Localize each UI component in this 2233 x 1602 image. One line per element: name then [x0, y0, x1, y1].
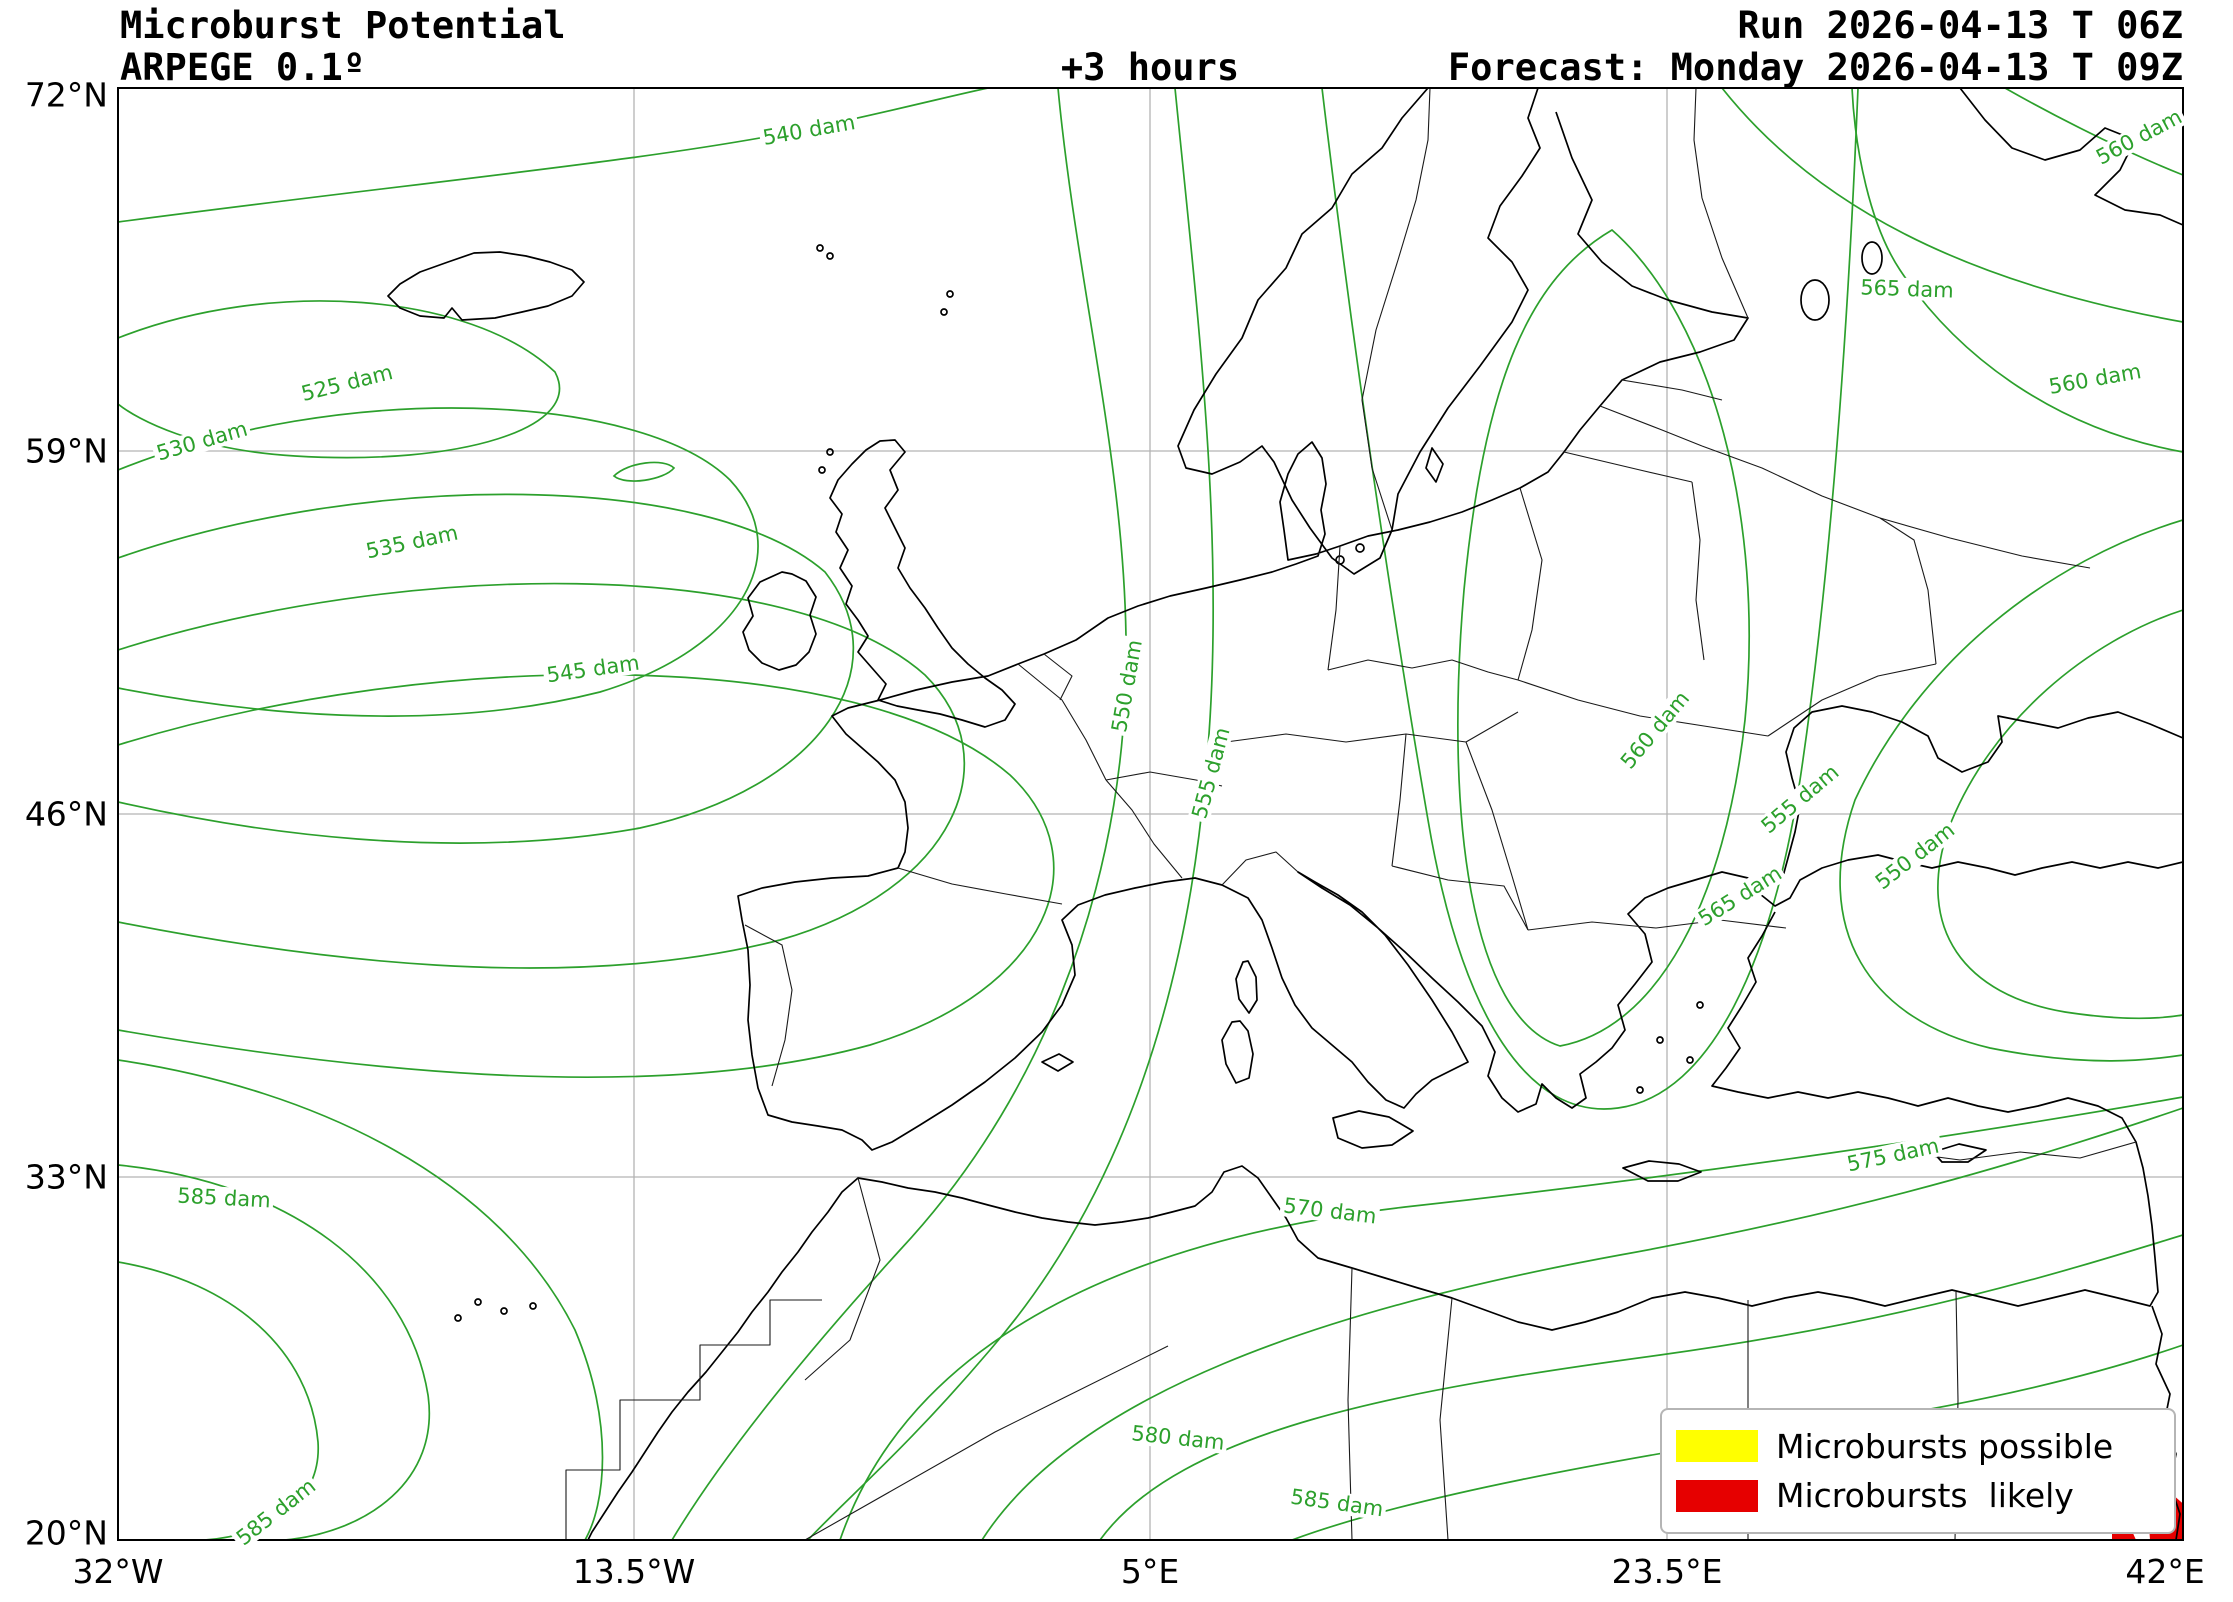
- contour-lines: [118, 88, 2183, 1540]
- forecast-time-label: Forecast: Monday 2026-04-13 T 09Z: [1447, 46, 2183, 89]
- contour-label: 565 dam: [1856, 275, 1958, 303]
- model-label: ARPEGE 0.1º: [120, 46, 366, 89]
- lon-tick-23-5e: 23.5°E: [1611, 1552, 1723, 1591]
- lon-tick-32w: 32°W: [72, 1552, 164, 1591]
- legend: Microbursts possible Microbursts likely: [1660, 1408, 2176, 1534]
- legend-row-likely: Microbursts likely: [1676, 1476, 2160, 1515]
- legend-row-possible: Microbursts possible: [1676, 1427, 2160, 1466]
- lon-tick-5e: 5°E: [1120, 1552, 1180, 1591]
- contour-label: 585 dam: [173, 1184, 275, 1212]
- lead-time-label: +3 hours: [1060, 46, 1240, 89]
- legend-label-likely: Microbursts likely: [1776, 1476, 2074, 1516]
- grid-lines: [118, 88, 2183, 1540]
- legend-label-possible: Microbursts possible: [1776, 1426, 2114, 1466]
- lat-tick-72n: 72°N: [24, 75, 108, 115]
- legend-swatch-possible: [1676, 1430, 1758, 1463]
- lon-tick-13-5w: 13.5°W: [572, 1552, 696, 1591]
- lon-tick-42e: 42°E: [2125, 1552, 2205, 1591]
- lat-tick-59n: 59°N: [24, 431, 108, 471]
- lat-tick-46n: 46°N: [24, 794, 108, 834]
- lat-tick-33n: 33°N: [24, 1157, 108, 1197]
- lat-tick-20n: 20°N: [24, 1513, 108, 1553]
- coastline-paths: [387, 88, 2183, 1540]
- plot-border: [117, 87, 2184, 1541]
- legend-swatch-likely: [1676, 1479, 1758, 1512]
- run-time-label: Run 2026-04-13 T 06Z: [1737, 4, 2183, 47]
- page-title: Microburst Potential: [120, 4, 566, 47]
